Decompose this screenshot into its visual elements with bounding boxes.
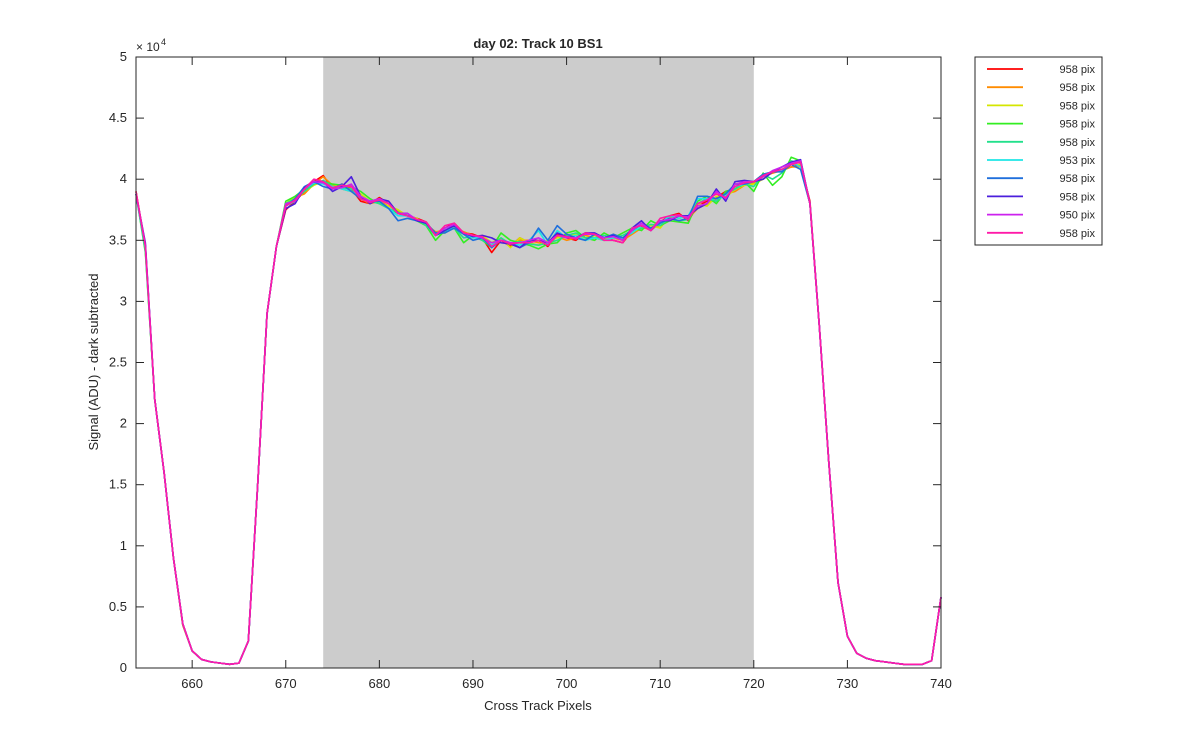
y-tick-label: 4 xyxy=(120,171,127,186)
y-tick-label: 2.5 xyxy=(109,355,127,370)
x-tick-label: 690 xyxy=(462,676,484,691)
y-tick-label: 1 xyxy=(120,538,127,553)
legend-label-2: 958 pix xyxy=(1060,82,1096,94)
y-tick-label: 0 xyxy=(120,660,127,675)
series-line-10 xyxy=(135,161,942,666)
legend-box xyxy=(974,56,1103,246)
x-tick-label: 680 xyxy=(369,676,391,691)
y-tick-label: 5 xyxy=(120,49,127,64)
y-axis-ticks: 0 0.5 1 1.5 2 2.5 3 3.5 4 4.5 5 xyxy=(109,49,941,675)
shaded-region xyxy=(323,57,754,668)
legend-label-1: 958 pix xyxy=(1060,64,1096,76)
legend-label-5: 958 pix xyxy=(1060,137,1096,149)
legend-label-7: 958 pix xyxy=(1060,173,1096,185)
y-tick-label: 0.5 xyxy=(109,599,127,614)
y-tick-label: 1.5 xyxy=(109,477,127,492)
legend-label-4: 958 pix xyxy=(1060,119,1096,131)
chart-title: day 02: Track 10 BS1 xyxy=(473,36,602,51)
x-axis-ticks: 660 670 680 690 700 710 720 730 740 xyxy=(181,57,952,691)
x-tick-label: 710 xyxy=(649,676,671,691)
x-tick-label: 660 xyxy=(181,676,203,691)
legend-label-6: 953 pix xyxy=(1060,155,1096,167)
legend-label-10: 958 pix xyxy=(1060,228,1096,240)
y-tick-label: 3.5 xyxy=(109,232,127,247)
x-tick-label: 670 xyxy=(275,676,297,691)
y-exponent-power: 4 xyxy=(161,37,166,47)
legend: 958 pix 958 pix 958 pix 958 pix 958 pix 953 p… xyxy=(974,56,1103,246)
x-tick-label: 720 xyxy=(743,676,765,691)
y-tick-label: 3 xyxy=(120,293,127,308)
legend-label-9: 950 pix xyxy=(1060,210,1096,222)
x-tick-label: 730 xyxy=(837,676,859,691)
x-axis-label: Cross Track Pixels xyxy=(484,698,592,713)
y-axis-label: Signal (ADU) - dark subtracted xyxy=(86,273,101,450)
y-exponent-base: × 10 xyxy=(136,40,160,54)
y-axis-exponent: × 10 4 xyxy=(136,37,166,54)
x-tick-label: 700 xyxy=(556,676,578,691)
y-tick-label: 4.5 xyxy=(109,110,127,125)
x-tick-label: 740 xyxy=(930,676,952,691)
plot-area: 660 670 680 690 700 710 720 730 740 0 0.5 1 1.5 2 2.5 3… xyxy=(109,49,952,691)
y-tick-label: 2 xyxy=(120,416,127,431)
legend-label-8: 958 pix xyxy=(1060,191,1096,203)
legend-label-3: 958 pix xyxy=(1060,100,1096,112)
data-lines xyxy=(135,156,942,666)
